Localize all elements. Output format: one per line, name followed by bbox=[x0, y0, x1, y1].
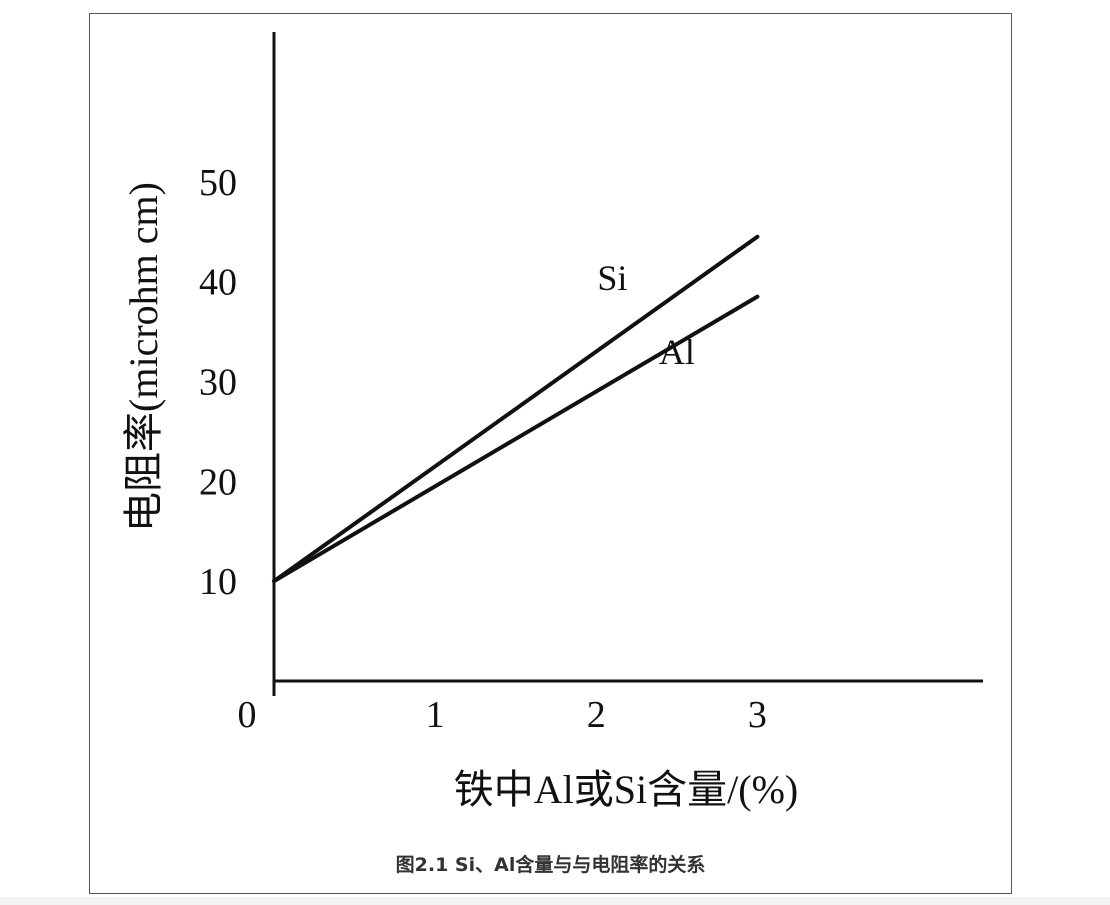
x-tick-label: 1 bbox=[426, 694, 445, 736]
series-labels: Si Al bbox=[597, 258, 694, 372]
y-axis-title: 电阻率(microhm cm) bbox=[121, 182, 166, 532]
x-tick-label: 0 bbox=[238, 694, 257, 736]
y-tick-label: 20 bbox=[199, 461, 237, 503]
page-bottom-strip bbox=[0, 897, 1110, 905]
x-tick-label: 2 bbox=[587, 694, 606, 736]
x-axis-title: 铁中Al或Si含量/(%) bbox=[454, 767, 798, 812]
series-lines bbox=[272, 234, 760, 584]
x-tick-label: 3 bbox=[748, 694, 767, 736]
figure-frame bbox=[89, 13, 1012, 894]
y-tick-label: 10 bbox=[199, 561, 237, 603]
series-line-al bbox=[272, 294, 760, 584]
x-tick-labels: 0 1 2 3 bbox=[238, 694, 767, 736]
y-tick-label: 50 bbox=[199, 162, 237, 204]
y-tick-labels: 10 20 30 40 50 bbox=[199, 162, 237, 603]
series-line-si bbox=[272, 234, 760, 584]
y-tick-label: 40 bbox=[199, 262, 237, 304]
series-label-si: Si bbox=[597, 258, 627, 298]
series-label-al: Al bbox=[659, 332, 695, 372]
y-tick-label: 30 bbox=[199, 361, 237, 403]
figure-caption: 图2.1 Si、Al含量与与电阻率的关系 bbox=[395, 854, 706, 876]
